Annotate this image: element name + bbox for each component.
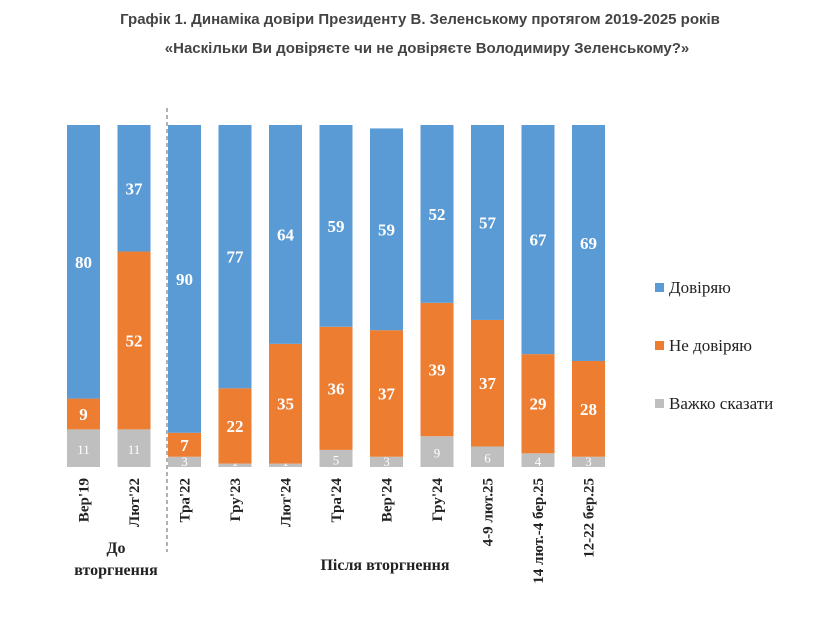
bar-hard-to-say-7 — [420, 436, 454, 467]
label-distrust-7: 39 — [429, 361, 446, 380]
bar-distrust-9 — [521, 354, 555, 454]
label-trust-9: 67 — [530, 231, 548, 250]
bar-trust-1 — [117, 125, 151, 252]
bar-hard-to-say-10 — [572, 456, 605, 467]
label-hard-to-say-2: 3 — [181, 454, 188, 469]
label-hard-to-say-10: 3 — [585, 454, 592, 469]
bar-hard-to-say-6 — [370, 456, 403, 467]
category-label-3: Гру'23 — [228, 478, 244, 521]
bar-trust-4 — [269, 125, 302, 344]
bar-distrust-10 — [572, 360, 605, 457]
bar-distrust-0 — [67, 398, 100, 430]
chart-title: Графік 1. Динаміка довіри Президенту В. … — [120, 11, 720, 28]
bar-distrust-8 — [471, 319, 504, 447]
bar-distrust-6 — [370, 330, 403, 457]
legend-label-trust: Довіряю — [669, 278, 731, 297]
group-labels: До вторгнення Після вторгнення — [74, 540, 450, 579]
bar-trust-9 — [521, 125, 555, 355]
category-label-1: Лют'22 — [127, 478, 143, 527]
bar-distrust-4 — [269, 343, 302, 464]
label-distrust-10: 28 — [580, 400, 597, 419]
bar-trust-6 — [370, 128, 403, 331]
bar-trust-2 — [168, 125, 201, 433]
bar-hard-to-say-5 — [319, 449, 353, 467]
legend: Довіряю Не довіряю Важко сказати — [655, 278, 773, 413]
label-distrust-1: 52 — [126, 331, 143, 350]
legend-swatch-hard-to-say — [655, 399, 664, 408]
category-label-4: Лют'24 — [279, 478, 295, 527]
bar-hard-to-say-8 — [471, 446, 504, 467]
label-trust-4: 64 — [277, 225, 295, 244]
label-hard-to-say-1: 11 — [128, 442, 141, 457]
label-hard-to-say-9: 4 — [535, 454, 542, 469]
bar-hard-to-say-9 — [521, 453, 555, 467]
bar-hard-to-say-3 — [218, 463, 252, 467]
legend-label-distrust: Не довіряю — [669, 336, 752, 355]
label-distrust-5: 36 — [328, 379, 345, 398]
label-distrust-6: 37 — [378, 384, 396, 403]
legend-label-hard-to-say: Важко сказати — [669, 394, 773, 413]
category-label-5: Тра'24 — [329, 478, 345, 523]
label-hard-to-say-7: 9 — [434, 446, 441, 461]
bars-layer: 1198011523737901227713564536593375993952… — [67, 125, 605, 469]
bar-trust-10 — [572, 125, 605, 361]
bar-trust-5 — [319, 125, 353, 327]
chart-subtitle: «Наскільки Ви довіряєте чи не довіряєте … — [165, 40, 689, 57]
bar-hard-to-say-4 — [269, 463, 302, 467]
label-trust-7: 52 — [429, 205, 446, 224]
group-label-after: Після вторгнення — [320, 557, 449, 574]
label-trust-2: 90 — [176, 270, 193, 289]
label-distrust-4: 35 — [277, 395, 294, 414]
category-label-9: 14 лют.-4 бер.25 — [531, 478, 547, 584]
category-label-0: Вер'19 — [77, 478, 93, 522]
label-hard-to-say-0: 11 — [77, 442, 90, 457]
label-hard-to-say-5: 5 — [333, 452, 340, 467]
category-labels: Вер'19 Лют'22 Тра'22 Гру'23 Лют'24 Тра'24 Вер'… — [77, 478, 598, 584]
label-distrust-2: 7 — [180, 436, 189, 455]
label-trust-5: 59 — [328, 217, 345, 236]
group-label-before-1: вторгнення — [74, 562, 158, 579]
bar-trust-8 — [471, 125, 504, 320]
bar-distrust-1 — [117, 251, 151, 430]
category-label-6: Вер'24 — [380, 478, 396, 523]
legend-swatch-distrust — [655, 341, 664, 350]
bar-trust-3 — [218, 125, 252, 389]
label-hard-to-say-6: 3 — [383, 454, 390, 469]
bar-trust-7 — [420, 125, 454, 303]
bar-hard-to-say-1 — [117, 429, 151, 467]
label-trust-1: 37 — [126, 179, 144, 198]
label-distrust-8: 37 — [479, 374, 497, 393]
legend-swatch-trust — [655, 283, 664, 292]
bar-hard-to-say-0 — [67, 429, 100, 467]
category-label-10: 12-22 бер.25 — [582, 478, 598, 558]
label-hard-to-say-8: 6 — [484, 451, 491, 466]
label-trust-10: 69 — [580, 234, 597, 253]
label-trust-8: 57 — [479, 213, 497, 232]
bar-hard-to-say-2 — [168, 456, 201, 467]
label-distrust-3: 22 — [227, 417, 244, 436]
label-distrust-0: 9 — [79, 405, 88, 424]
bar-distrust-3 — [218, 388, 252, 464]
bar-trust-0 — [67, 125, 100, 399]
category-label-7: Гру'24 — [430, 478, 446, 522]
bar-distrust-7 — [420, 302, 454, 437]
label-trust-0: 80 — [75, 253, 92, 272]
category-label-8: 4-9 лют.25 — [481, 478, 497, 546]
bar-distrust-5 — [319, 326, 353, 450]
label-trust-6: 59 — [378, 220, 395, 239]
category-label-2: Тра'22 — [178, 478, 194, 522]
bar-distrust-2 — [168, 432, 201, 457]
group-label-before-0: До — [106, 540, 125, 557]
label-trust-3: 77 — [227, 248, 245, 267]
label-distrust-9: 29 — [530, 395, 547, 414]
